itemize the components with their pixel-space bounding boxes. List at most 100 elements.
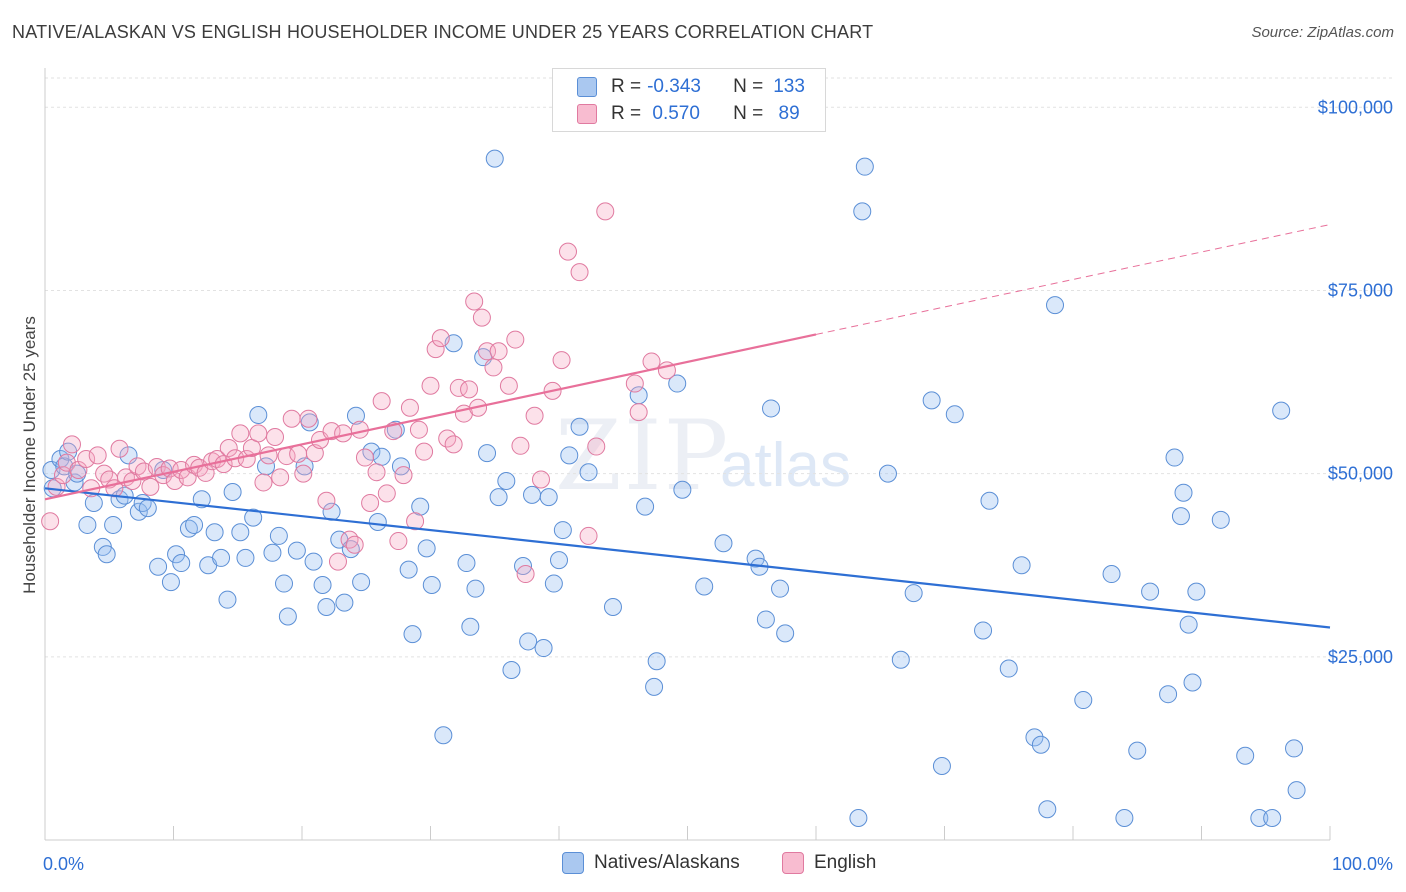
english-point (141, 477, 160, 496)
natives-point (1211, 510, 1230, 529)
legend-n-value: 133 (773, 76, 805, 97)
series-legend: Natives/Alaskans English (0, 852, 1406, 878)
natives-point (457, 554, 476, 573)
natives-point (466, 579, 485, 598)
natives-point (304, 552, 323, 571)
natives-point (714, 534, 733, 553)
english-point (110, 439, 129, 458)
natives-point (1165, 448, 1184, 467)
legend-r-label: R = (611, 76, 642, 97)
natives-point (278, 607, 297, 626)
natives-point (231, 523, 250, 542)
natives-point (523, 485, 542, 504)
english-point (499, 376, 518, 395)
english-trend-line (44, 333, 817, 501)
natives-point (579, 463, 598, 482)
natives-point (346, 406, 365, 425)
natives-point (636, 497, 655, 516)
english-point (41, 512, 60, 531)
natives-point (368, 513, 387, 532)
watermark-zip: ZIP (555, 400, 731, 512)
natives-point (313, 576, 332, 595)
natives-point (192, 490, 211, 509)
english-point (266, 428, 285, 447)
english-point (328, 552, 347, 571)
natives-point (263, 543, 282, 562)
x-tick-label: 0.0% (43, 854, 84, 874)
natives-point (904, 584, 923, 603)
series-legend-english[interactable]: English (782, 852, 876, 874)
english-point (254, 473, 273, 492)
natives-point (1171, 507, 1190, 526)
natives-point (1272, 401, 1291, 420)
english-point (299, 409, 318, 428)
natives-point (1174, 483, 1193, 502)
natives-point (335, 593, 354, 612)
english-point (489, 342, 508, 361)
series-legend-natives[interactable]: Natives/Alaskans (562, 852, 740, 874)
y-tick-label: $75,000 (1328, 280, 1393, 300)
natives-trend-line (44, 487, 1331, 629)
natives-point (855, 157, 874, 176)
natives-point (1128, 741, 1147, 760)
english-point (340, 530, 359, 549)
legend-swatch-english (577, 104, 597, 124)
english-point (579, 526, 598, 545)
y-tick-label: $50,000 (1328, 464, 1393, 484)
natives-point (560, 446, 579, 465)
natives-point (417, 539, 436, 558)
english-point (625, 374, 644, 393)
legend-r-label: R = (611, 103, 642, 124)
english-point (271, 468, 290, 487)
english-point (249, 424, 268, 443)
natives-point (269, 526, 288, 545)
natives-point (849, 809, 868, 828)
english-point (570, 263, 589, 282)
natives-point (179, 519, 198, 538)
natives-point (945, 405, 964, 424)
natives-point (1046, 296, 1065, 315)
english-point (355, 448, 374, 467)
natives-point (647, 652, 666, 671)
english-point (282, 409, 301, 428)
watermark-atlas: atlas (720, 431, 851, 500)
english-point (532, 470, 551, 489)
natives-point (553, 521, 572, 540)
natives-point (922, 391, 941, 410)
natives-point (1250, 809, 1269, 828)
english-point (95, 464, 114, 483)
chart-source: Source: ZipAtlas.com (1251, 24, 1394, 41)
natives-point (1031, 735, 1050, 754)
legend-r-value: -0.343 (647, 76, 701, 97)
y-tick-label: $100,000 (1318, 97, 1393, 117)
english-point (431, 329, 450, 348)
natives-point (1074, 691, 1093, 710)
natives-point (695, 577, 714, 596)
natives-point (673, 480, 692, 499)
series-label-english: English (814, 852, 877, 873)
natives-point (287, 541, 306, 560)
english-point (415, 442, 434, 461)
natives-point (1025, 728, 1044, 747)
english-point (88, 446, 107, 465)
natives-point (149, 557, 168, 576)
english-point (406, 512, 425, 531)
natives-point (570, 417, 589, 436)
english-point (367, 463, 386, 482)
natives-point (317, 598, 336, 617)
natives-point (1236, 746, 1255, 765)
natives-point (185, 515, 204, 534)
natives-point (478, 444, 497, 463)
english-point (231, 424, 250, 443)
natives-point (129, 502, 148, 521)
english-point (629, 403, 648, 422)
english-point (465, 292, 484, 311)
natives-point (1012, 556, 1031, 575)
natives-point (167, 545, 186, 564)
natives-point (502, 661, 521, 680)
natives-point (489, 488, 508, 507)
english-point (345, 535, 364, 554)
english-point (484, 358, 503, 377)
english-point (506, 330, 525, 349)
